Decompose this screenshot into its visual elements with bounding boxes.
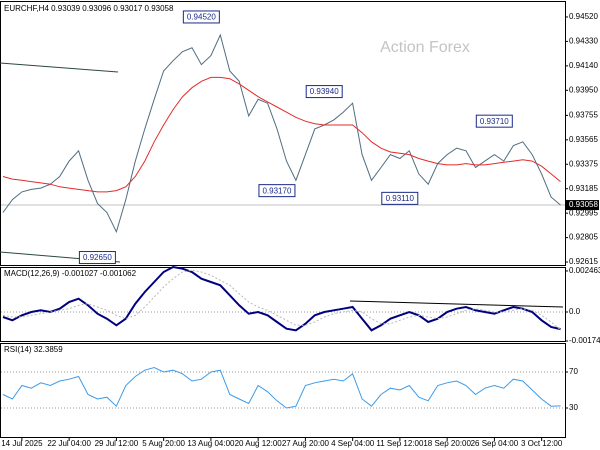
price-label: 0.93110 bbox=[386, 194, 415, 203]
x-tick-label: 29 Jul 12:00 bbox=[95, 439, 139, 448]
watermark: Action Forex bbox=[380, 39, 470, 56]
series-line bbox=[2, 265, 561, 332]
x-tick-label: 5 Aug 20:00 bbox=[142, 439, 185, 448]
y-tick-label: 0.93375 bbox=[569, 159, 598, 168]
y-tick-label: 0.93950 bbox=[569, 85, 598, 94]
x-tick-label: 13 Aug 04:00 bbox=[187, 439, 235, 448]
y-tick-label: 0.92805 bbox=[569, 233, 598, 242]
chart-title: EURCHF,H4 0.93039 0.93096 0.93017 0.9305… bbox=[4, 4, 174, 13]
price-label-box bbox=[305, 85, 343, 99]
y-tick-label: 0.94140 bbox=[569, 61, 598, 70]
x-tick-label: 11 Sep 12:00 bbox=[376, 439, 424, 448]
y-tick-label: 0.93185 bbox=[569, 184, 598, 193]
y-tick-label: 70 bbox=[569, 367, 578, 376]
x-tick-label: 26 Sep 04:00 bbox=[471, 439, 519, 448]
macd-panel bbox=[0, 267, 566, 342]
y-tick-label: 0.92995 bbox=[569, 208, 598, 217]
y-tick-label: 0.94330 bbox=[569, 37, 598, 46]
x-tick-label: 3 Oct 12:00 bbox=[521, 439, 563, 448]
series-line bbox=[2, 33, 561, 234]
y-tick-label: 30 bbox=[569, 403, 578, 412]
x-tick-label: 4 Sep 04:00 bbox=[331, 439, 375, 448]
price-label-box bbox=[475, 114, 513, 128]
price-label: 0.93940 bbox=[310, 87, 339, 96]
y-tick-label: 0.93565 bbox=[569, 135, 598, 144]
y-tick-label: 0.93755 bbox=[569, 110, 598, 119]
x-tick-label: 14 Jul 2025 bbox=[1, 439, 43, 448]
y-tick-label: 0.92615 bbox=[569, 257, 598, 266]
y-tick-label: 0.94520 bbox=[569, 12, 598, 21]
price-label: 0.92650 bbox=[83, 253, 112, 262]
price-label: 0.93170 bbox=[262, 186, 291, 195]
y-tick-label: 0.0 bbox=[569, 307, 581, 316]
price-label: 0.93710 bbox=[480, 117, 509, 126]
price-label-box bbox=[78, 251, 116, 265]
price-panel bbox=[0, 1, 566, 266]
price-label-box bbox=[258, 184, 296, 198]
series-line bbox=[2, 76, 561, 193]
x-tick-label: 18 Sep 20:00 bbox=[423, 439, 471, 448]
rsi-title: RSI(14) 32.3859 bbox=[4, 345, 63, 354]
x-tick-label: 20 Aug 12:00 bbox=[235, 439, 283, 448]
channel-line bbox=[0, 62, 119, 73]
y-tick-label: 0.002463 bbox=[569, 266, 600, 275]
x-tick-label: 22 Jul 04:00 bbox=[47, 439, 91, 448]
last-price-label: 0.93058 bbox=[569, 200, 598, 209]
price-label-box bbox=[182, 10, 220, 24]
x-tick-label: 27 Aug 20:00 bbox=[282, 439, 330, 448]
macd-title: MACD(12,26,9) -0.001027 -0.001062 bbox=[4, 269, 137, 278]
rsi-panel bbox=[0, 343, 566, 438]
y-tick-label: -0.00174 bbox=[569, 336, 600, 345]
last-price-box bbox=[566, 200, 599, 211]
trend-line bbox=[349, 300, 564, 308]
price-label: 0.94520 bbox=[187, 13, 216, 22]
series-line bbox=[2, 366, 561, 409]
price-label-box bbox=[381, 191, 419, 205]
